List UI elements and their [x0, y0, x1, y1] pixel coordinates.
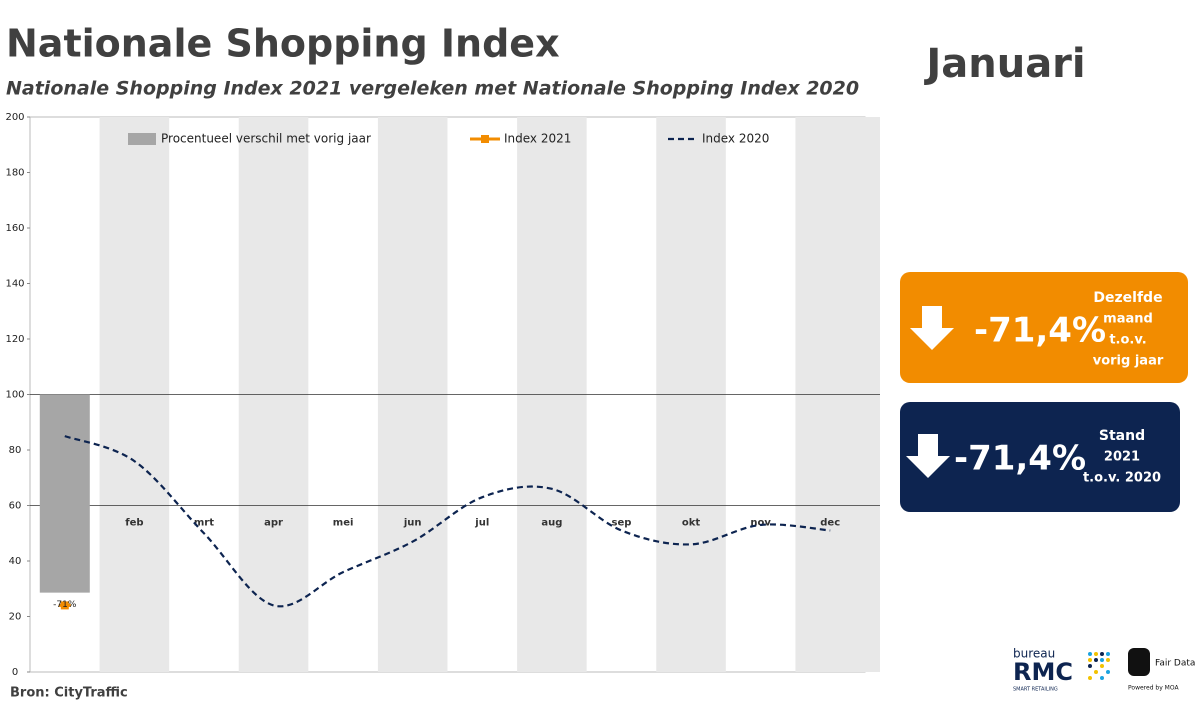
legend-label: Index 2021 — [504, 132, 571, 146]
logo-dot — [1106, 652, 1110, 656]
month: Januari — [923, 41, 1085, 87]
x-tick-label: feb — [125, 518, 143, 529]
x-tick-label: nov — [750, 518, 771, 529]
y-tick-label: 140 — [5, 279, 24, 290]
card-text: t.o.v. 2020 — [1083, 471, 1161, 486]
logo-dot — [1100, 676, 1104, 680]
logo-dot — [1088, 664, 1092, 668]
arrow-icon — [910, 306, 954, 350]
y-tick-label: 100 — [5, 390, 24, 401]
arrow-icon — [906, 434, 950, 478]
logo-icon — [1128, 648, 1150, 676]
y-tick-label: 200 — [5, 112, 24, 123]
x-tick-label: mei — [333, 518, 354, 529]
logo-text: Powered by MOA — [1128, 685, 1179, 692]
card-text: t.o.v. — [1109, 333, 1146, 348]
data-label: -71% — [53, 600, 77, 610]
y-tick-label: 180 — [5, 168, 24, 179]
x-tick-label: dec — [820, 518, 840, 529]
card-text: vorig jaar — [1093, 354, 1164, 369]
x-tick-label: apr — [264, 518, 283, 529]
y-tick-label: 80 — [9, 445, 22, 456]
x-tick-label: jul — [474, 518, 489, 529]
x-tick-label: mrt — [194, 518, 214, 529]
legend-swatch — [481, 135, 489, 143]
logo-text: RMC — [1013, 658, 1073, 686]
logo-text: SMART RETAILING — [1013, 687, 1058, 693]
y-tick-label: 160 — [5, 223, 24, 234]
logo-dot — [1094, 658, 1098, 662]
y-tick-label: 0 — [12, 667, 18, 678]
logo-dot — [1106, 670, 1110, 674]
bar — [39, 394, 90, 593]
logo-dot — [1088, 658, 1092, 662]
y-tick-label: 60 — [9, 501, 22, 512]
legend-swatch — [128, 133, 156, 145]
card-text: Stand — [1099, 428, 1145, 444]
logo-dot — [1100, 652, 1104, 656]
y-tick-label: 120 — [5, 334, 24, 345]
logo-dot — [1088, 676, 1092, 680]
card-text: maand — [1103, 312, 1153, 327]
x-tick-label: jun — [403, 518, 422, 529]
x-tick-label: okt — [682, 518, 701, 529]
x-tick-label: aug — [541, 518, 562, 529]
subtitle: Nationale Shopping Index 2021 vergeleken… — [6, 78, 859, 100]
y-tick-label: 40 — [9, 556, 22, 567]
card — [900, 402, 1180, 512]
x-tick-label: sep — [612, 518, 632, 529]
title: Nationale Shopping Index — [6, 22, 560, 66]
logo-text: bureau — [1013, 647, 1055, 661]
logo-dot — [1088, 652, 1092, 656]
card-text: Dezelfde — [1093, 290, 1162, 306]
card-text: 2021 — [1104, 450, 1140, 465]
card-value: -71,4% — [974, 311, 1106, 351]
logo-dot — [1100, 664, 1104, 668]
logo-dot — [1094, 652, 1098, 656]
source: Bron: CityTraffic — [10, 686, 128, 701]
logo-dot — [1100, 658, 1104, 662]
logo-text: Fair Data — [1155, 659, 1195, 669]
card — [900, 272, 1188, 383]
logo-dot — [1094, 670, 1098, 674]
legend-label: Index 2020 — [702, 132, 769, 146]
y-tick-label: 20 — [9, 612, 22, 623]
marker — [60, 601, 69, 610]
card-value: -71,4% — [954, 439, 1086, 479]
logo-dot — [1106, 658, 1110, 662]
legend-label: Procentueel verschil met vorig jaar — [161, 132, 371, 146]
